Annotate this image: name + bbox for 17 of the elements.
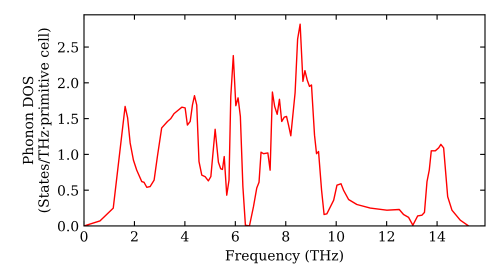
y-tick-label: 0.5 [58,185,78,196]
y-tick-label: 1.0 [58,149,78,160]
x-axis-title: Frequency (THz) [226,250,343,264]
x-tick-label: 4 [180,231,189,242]
x-tick-label: 10 [329,231,344,242]
y-axis-title: Phonon DOS (States/THz·primitive cell) [22,28,52,212]
x-tick-label: 12 [380,231,394,242]
y-tick-label: 2.0 [58,78,78,88]
y-tick-label: 1.5 [58,114,78,124]
x-tick-label: 0 [80,231,88,242]
x-tick-label: 14 [430,231,446,242]
x-tick-label: 2 [130,231,138,242]
y-tick-label: 2.5 [58,42,78,53]
x-tick-label: 8 [282,231,290,242]
x-tick-label: 6 [232,231,239,242]
line-series [84,23,470,226]
y-tick-label: 0.0 [58,220,78,232]
